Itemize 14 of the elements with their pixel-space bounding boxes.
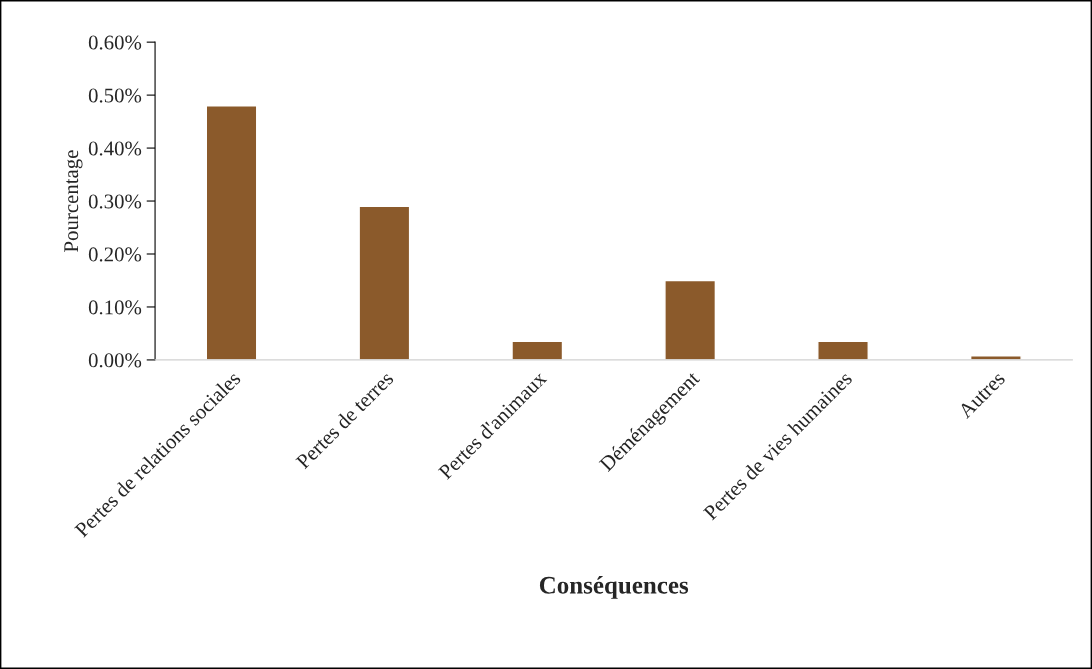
y-tick-label: 0.20% (88, 247, 142, 262)
y-tick-label: 0.40% (88, 141, 142, 156)
bar (664, 279, 717, 360)
bar (205, 105, 258, 360)
y-tick-label: 0.10% (88, 300, 142, 315)
bar (358, 205, 411, 360)
y-tick-label: 0.30% (88, 194, 142, 209)
y-tick-label: 0.60% (88, 35, 142, 50)
y-tick-label: 0.50% (88, 88, 142, 103)
y-tick-label: 0.00% (88, 353, 142, 368)
bar (511, 340, 564, 360)
x-axis-title: Conséquences (539, 576, 689, 599)
y-axis-title: Pourcentage (64, 150, 83, 252)
bar (817, 340, 869, 360)
